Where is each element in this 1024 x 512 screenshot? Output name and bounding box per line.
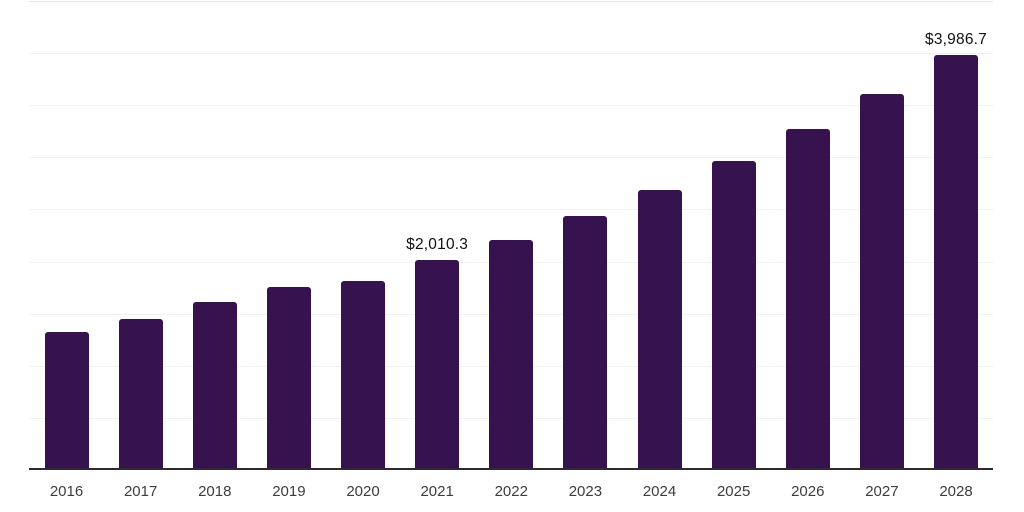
bar-2017 (118, 318, 163, 470)
bar-2024 (637, 189, 682, 470)
x-tick-label-2018: 2018 (198, 483, 232, 500)
gridline (29, 209, 993, 211)
x-tick-label-2024: 2024 (642, 483, 677, 500)
x-tick-label-2022: 2022 (494, 483, 528, 500)
plot-area: $2,010.3 $3,986.7 (29, 1, 993, 470)
x-tick-label-2026: 2026 (791, 483, 825, 500)
bar-2026 (785, 129, 830, 470)
data-label-2021: $2,010.3 (406, 236, 469, 254)
x-tick-label-2023: 2023 (568, 483, 603, 500)
x-axis-line (29, 468, 993, 470)
bar-2018 (192, 302, 237, 470)
bar-2022 (489, 239, 534, 470)
x-tick-label-2017: 2017 (123, 483, 158, 500)
bar-2020 (341, 280, 385, 470)
bar-2021 (415, 260, 460, 470)
bar-2028 (934, 54, 978, 470)
x-tick-label-2016: 2016 (49, 483, 84, 500)
x-tick-label-2028: 2028 (939, 483, 973, 500)
bar-2027 (859, 93, 904, 470)
x-tick-label-2025: 2025 (716, 483, 751, 500)
x-tick-label-2027: 2027 (865, 483, 899, 500)
gridline-top (29, 1, 993, 2)
x-tick-label-2021: 2021 (420, 483, 454, 500)
data-label-2028: $3,986.7 (925, 30, 987, 48)
bar-2016 (44, 331, 89, 470)
gridline (29, 105, 993, 107)
gridline (29, 157, 993, 159)
bar-2019 (266, 287, 311, 470)
bar-2023 (563, 215, 608, 470)
x-tick-label-2020: 2020 (346, 483, 380, 500)
gridline (29, 53, 993, 55)
bar-2025 (711, 160, 756, 470)
x-tick-label-2019: 2019 (272, 483, 306, 500)
